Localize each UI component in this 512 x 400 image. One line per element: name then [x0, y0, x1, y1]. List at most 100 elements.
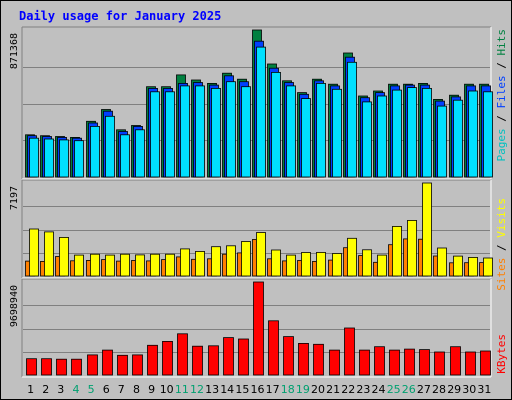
bar-visits-day-30	[468, 256, 478, 277]
bar-kbytes-day-13	[208, 345, 219, 376]
legend-files: Files	[495, 75, 508, 108]
bar-kbytes-day-27	[419, 349, 430, 376]
x-tick-label-day-17: 17	[266, 383, 280, 396]
x-tick-label-day-16: 16	[251, 383, 265, 396]
bar-pages-day-31	[483, 91, 493, 178]
bar-pages-day-24	[377, 95, 387, 178]
bar-pages-day-8	[135, 129, 145, 178]
y-max-label: 9698940	[9, 285, 20, 327]
bar-kbytes-day-30	[465, 351, 476, 376]
x-tick-label-day-4: 4	[73, 383, 80, 396]
y-max-label: 7197	[9, 186, 20, 210]
legend-sites: Sites	[495, 258, 508, 291]
legend-visits: Visits	[495, 198, 508, 238]
bar-pages-day-28	[437, 105, 447, 178]
legend-separator: /	[495, 238, 508, 258]
x-tick-label-day-12: 12	[190, 383, 204, 396]
bar-visits-day-2	[44, 231, 54, 277]
x-tick-label-day-1: 1	[27, 383, 34, 396]
bar-kbytes-day-17	[268, 320, 279, 376]
x-tick-label-day-3: 3	[57, 383, 64, 396]
bar-visits-day-6	[105, 254, 115, 277]
chart-title: Daily usage for January 2025	[19, 9, 221, 23]
bar-visits-day-19	[301, 252, 311, 277]
bar-pages-day-25	[392, 89, 402, 178]
x-tick-label-day-13: 13	[205, 383, 219, 396]
x-tick-label-day-6: 6	[103, 383, 110, 396]
bar-visits-day-26	[407, 219, 417, 277]
x-tick-label-day-11: 11	[175, 383, 189, 396]
bar-pages-day-12	[195, 85, 205, 178]
x-tick-label-day-26: 26	[402, 383, 416, 396]
x-tick-label-day-30: 30	[462, 383, 476, 396]
legend-separator: /	[495, 109, 508, 129]
bar-kbytes-day-9	[147, 344, 158, 376]
bar-pages-day-30	[468, 90, 478, 178]
x-tick-label-day-8: 8	[133, 383, 140, 396]
bar-pages-day-21	[332, 88, 342, 178]
panel-2: 7197	[9, 179, 493, 279]
legend-hits: Hits	[495, 29, 508, 56]
x-tick-label-day-20: 20	[311, 383, 325, 396]
bar-pages-day-14	[226, 81, 236, 178]
legend-pages: Pages	[495, 128, 508, 161]
bar-pages-day-3	[59, 139, 69, 178]
legend-separator: /	[495, 56, 508, 76]
bar-visits-day-1	[29, 228, 39, 277]
bar-kbytes-day-12	[192, 345, 203, 376]
bar-pages-day-11	[180, 85, 190, 178]
bar-pages-day-7	[120, 134, 130, 178]
bar-visits-day-12	[195, 250, 205, 277]
bar-kbytes-day-23	[359, 349, 370, 376]
x-tick-label-day-18: 18	[281, 383, 295, 396]
bar-kbytes-day-6	[102, 349, 113, 376]
bar-visits-day-24	[377, 254, 387, 277]
bar-kbytes-day-31	[480, 350, 491, 376]
bar-visits-day-27	[422, 182, 432, 277]
bar-kbytes-day-8	[132, 354, 143, 376]
x-tick-label-day-7: 7	[118, 383, 125, 396]
bar-visits-day-15	[241, 241, 251, 277]
bar-kbytes-day-2	[41, 358, 52, 376]
bar-visits-day-7	[120, 253, 130, 277]
bar-visits-day-9	[150, 253, 160, 277]
bar-visits-day-18	[286, 254, 296, 277]
bar-kbytes-day-18	[283, 336, 294, 376]
bar-pages-day-17	[271, 72, 281, 178]
bar-pages-day-5	[90, 126, 100, 178]
bar-visits-day-23	[362, 249, 372, 277]
panel-1: 871368	[9, 26, 493, 180]
bar-pages-day-27	[422, 88, 432, 178]
bar-pages-day-2	[44, 138, 54, 178]
bar-pages-day-18	[286, 85, 296, 178]
bar-kbytes-day-29	[450, 346, 461, 376]
bar-pages-day-29	[453, 99, 463, 178]
bar-kbytes-day-25	[389, 349, 400, 376]
bar-kbytes-day-22	[344, 327, 355, 376]
legend-kbytes: KBytes	[495, 334, 508, 374]
x-tick-label-day-9: 9	[148, 383, 155, 396]
bar-kbytes-day-19	[298, 342, 309, 376]
bar-kbytes-day-20	[313, 343, 324, 376]
bar-kbytes-day-7	[117, 354, 128, 376]
x-tick-label-day-28: 28	[432, 383, 446, 396]
bar-kbytes-day-14	[223, 337, 234, 376]
bar-pages-day-22	[347, 61, 357, 178]
x-tick-label-day-23: 23	[356, 383, 370, 396]
bar-visits-day-13	[211, 246, 221, 277]
bar-visits-day-29	[453, 255, 463, 277]
legend-middle: Sites / Visits	[495, 198, 508, 291]
x-tick-label-day-10: 10	[160, 383, 174, 396]
bar-pages-day-10	[165, 91, 175, 178]
bar-pages-day-20	[316, 83, 326, 178]
x-tick-label-day-15: 15	[235, 383, 249, 396]
bar-visits-day-3	[59, 236, 69, 277]
x-tick-label-day-14: 14	[220, 383, 234, 396]
bar-pages-day-23	[362, 101, 372, 178]
y-max-label: 871368	[9, 33, 20, 69]
bar-pages-day-26	[407, 87, 417, 178]
legend-top: Pages / Files / Hits	[495, 29, 508, 162]
legend-bottom: KBytes	[495, 334, 508, 374]
x-tick-label-day-5: 5	[88, 383, 95, 396]
